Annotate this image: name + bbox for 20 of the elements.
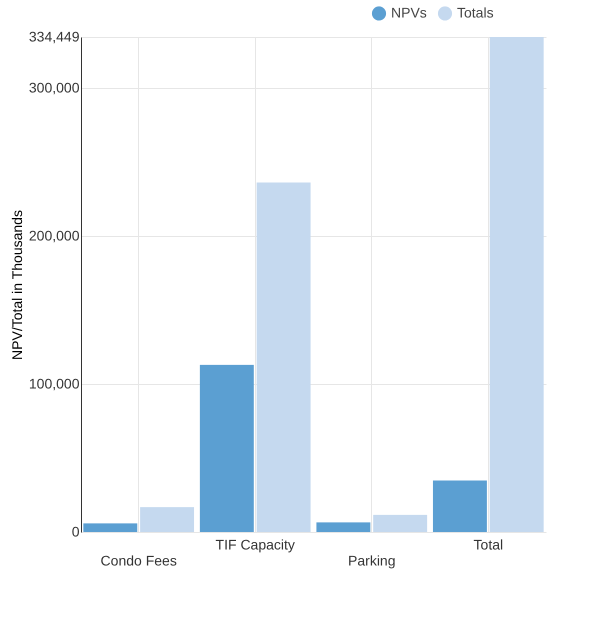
legend-label: NPVs <box>391 4 427 20</box>
bar <box>316 522 370 532</box>
y-tick-label: 334,449 <box>28 28 80 44</box>
y-tick-label: 100,000 <box>28 375 80 392</box>
x-tick-label: TIF Capacity <box>216 536 295 552</box>
bar <box>432 480 487 532</box>
bar <box>83 523 138 532</box>
y-axis-title: NPV/Total in Thousands <box>8 210 25 360</box>
y-tick-label: 200,000 <box>28 227 80 244</box>
legend-label: Totals <box>457 4 494 20</box>
x-tick-label: Condo Fees <box>100 552 177 568</box>
y-tick-label: 300,000 <box>28 79 80 96</box>
bar <box>256 182 311 532</box>
x-tick-label: Parking <box>348 552 396 568</box>
bar <box>490 37 544 532</box>
bar <box>200 364 254 532</box>
bar <box>140 507 194 532</box>
x-tick-label: Total <box>474 536 504 552</box>
bar <box>373 514 428 532</box>
y-tick-label: 0 <box>72 524 80 540</box>
